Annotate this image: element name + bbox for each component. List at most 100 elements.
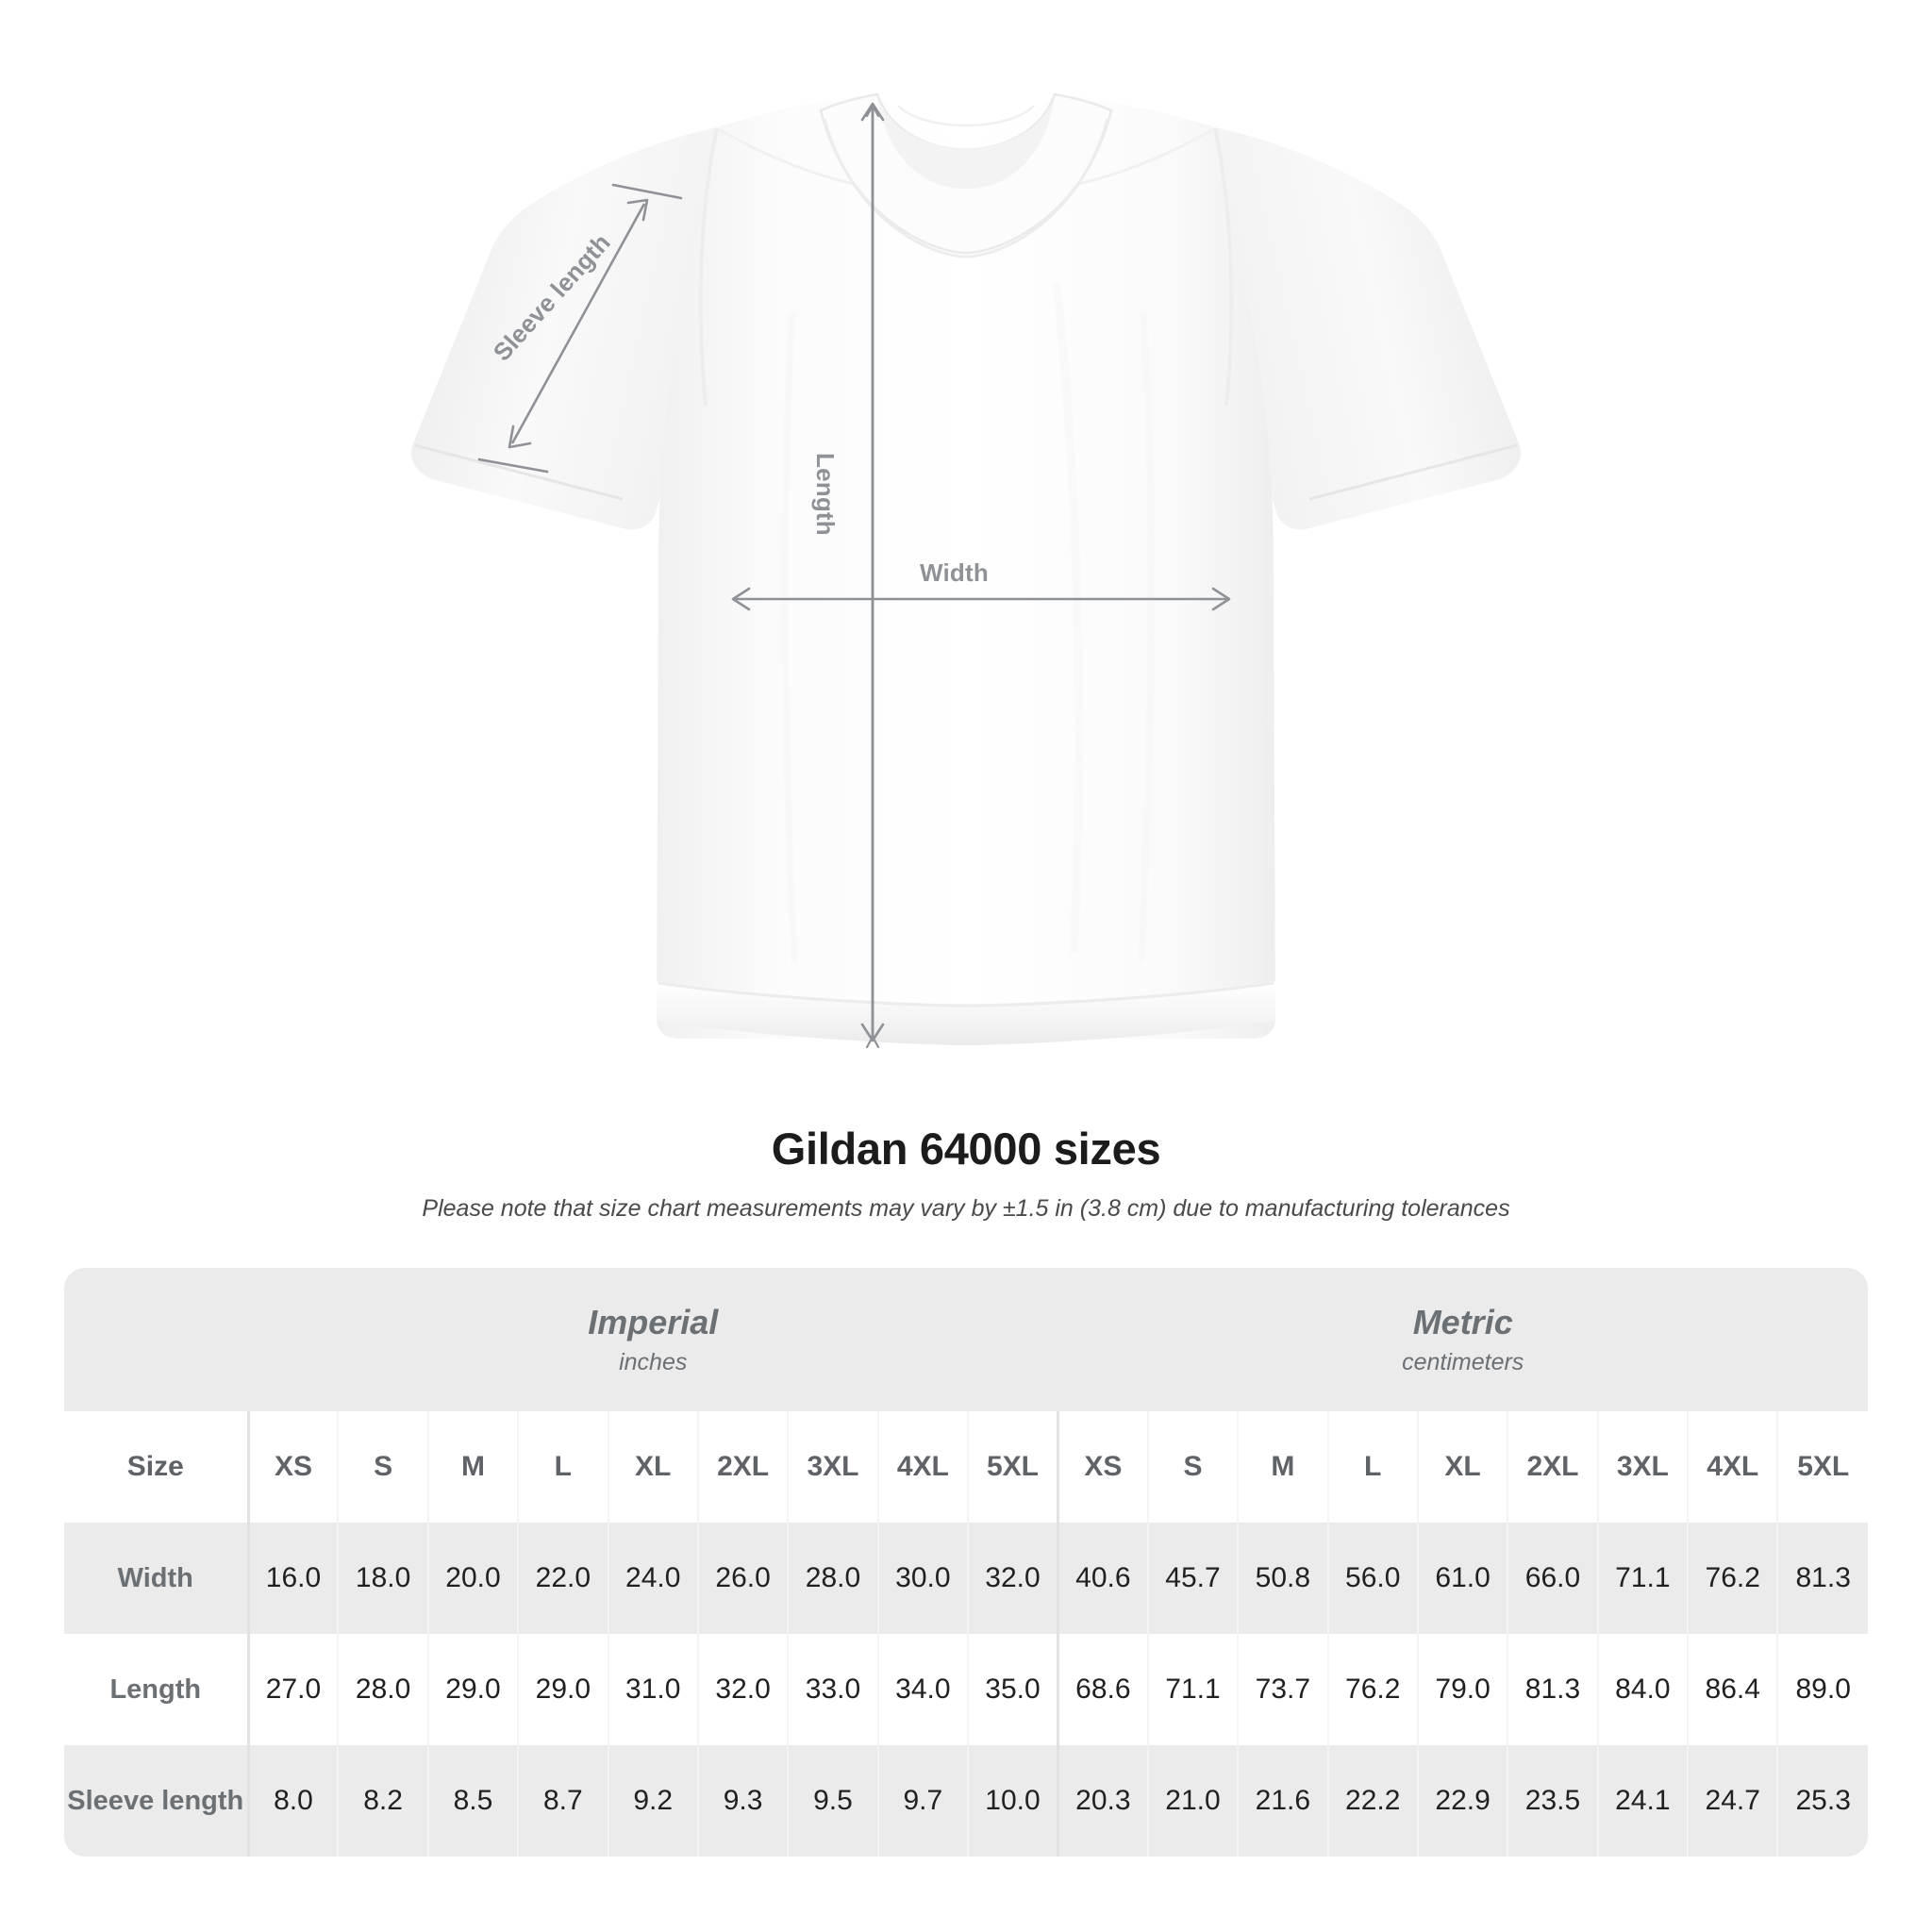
cell-length-imperial-S: 28.0: [337, 1634, 428, 1745]
size-header-imperial-5XL: 5XL: [967, 1411, 1058, 1523]
tshirt-shape: [411, 92, 1521, 1045]
size-header-metric-4XL: 4XL: [1687, 1411, 1778, 1523]
unit-band-spacer: [64, 1268, 249, 1411]
unit-band-metric: Metric centimeters: [1058, 1268, 1868, 1411]
cell-sleeve-length-metric-XS: 20.3: [1056, 1745, 1148, 1857]
cell-length-imperial-2XL: 32.0: [696, 1634, 789, 1745]
size-header-metric-M: M: [1237, 1411, 1328, 1523]
cell-sleeve-length-imperial-XL: 9.2: [607, 1745, 698, 1857]
cell-length-metric-M: 73.7: [1237, 1634, 1328, 1745]
cell-width-metric-XL: 61.0: [1416, 1523, 1508, 1634]
size-header-metric-S: S: [1146, 1411, 1239, 1523]
cell-length-imperial-XS: 27.0: [246, 1634, 339, 1745]
cell-width-imperial-5XL: 32.0: [967, 1523, 1058, 1634]
imperial-name: Imperial: [588, 1302, 719, 1341]
cell-length-metric-2XL: 81.3: [1507, 1634, 1598, 1745]
cell-width-imperial-XL: 24.0: [607, 1523, 698, 1634]
size-header-imperial-4XL: 4XL: [876, 1411, 969, 1523]
cell-length-metric-S: 71.1: [1146, 1634, 1239, 1745]
cell-sleeve-length-metric-3XL: 24.1: [1596, 1745, 1689, 1857]
cell-sleeve-length-imperial-2XL: 9.3: [696, 1745, 789, 1857]
size-header-metric-L: L: [1326, 1411, 1418, 1523]
cell-sleeve-length-imperial-5XL: 10.0: [967, 1745, 1058, 1857]
tshirt-diagram: Sleeve length Length Width: [411, 92, 1521, 1123]
cell-sleeve-length-metric-XL: 22.9: [1416, 1745, 1508, 1857]
unit-band-imperial: Imperial inches: [248, 1268, 1058, 1411]
length-label: Length: [811, 453, 840, 536]
cell-sleeve-length-imperial-4XL: 9.7: [876, 1745, 969, 1857]
cell-length-metric-5XL: 89.0: [1776, 1634, 1868, 1745]
cell-length-metric-4XL: 86.4: [1687, 1634, 1778, 1745]
cell-length-metric-XL: 79.0: [1416, 1634, 1508, 1745]
cell-length-imperial-4XL: 34.0: [876, 1634, 969, 1745]
cell-width-metric-M: 50.8: [1237, 1523, 1328, 1634]
width-label: Width: [920, 558, 989, 587]
tshirt-illustration: [411, 92, 1521, 1123]
size-chart-table: Imperial inches Metric centimeters Size X…: [64, 1268, 1868, 1857]
size-header-imperial-2XL: 2XL: [696, 1411, 789, 1523]
size-header-metric-5XL: 5XL: [1776, 1411, 1868, 1523]
cell-sleeve-length-metric-2XL: 23.5: [1507, 1745, 1598, 1857]
size-chart-table-wrapper: Imperial inches Metric centimeters Size X…: [64, 1268, 1868, 1857]
size-header-imperial-XL: XL: [607, 1411, 698, 1523]
cell-sleeve-length-imperial-XS: 8.0: [246, 1745, 339, 1857]
cell-length-metric-L: 76.2: [1326, 1634, 1418, 1745]
cell-width-imperial-XS: 16.0: [246, 1523, 339, 1634]
cell-width-metric-3XL: 71.1: [1596, 1523, 1689, 1634]
title-block: Gildan 64000 sizes Please note that size…: [0, 1123, 1932, 1223]
cell-length-metric-3XL: 84.0: [1596, 1634, 1689, 1745]
cell-width-metric-2XL: 66.0: [1507, 1523, 1598, 1634]
size-header-imperial-L: L: [517, 1411, 608, 1523]
cell-length-imperial-XL: 31.0: [607, 1634, 698, 1745]
cell-sleeve-length-metric-M: 21.6: [1237, 1745, 1328, 1857]
cell-width-imperial-L: 22.0: [517, 1523, 608, 1634]
measurement-lines: [477, 102, 1231, 1041]
size-header-row: Size XS S M L XL 2XL 3XL 4XL 5XL XS S M L XL 2XL 3XL 4XL 5…: [64, 1411, 1868, 1523]
sleeve-length-arrow: [510, 203, 646, 444]
size-header-imperial-3XL: 3XL: [787, 1411, 878, 1523]
metric-name: Metric: [1412, 1302, 1513, 1341]
size-header-imperial-XS: XS: [246, 1411, 339, 1523]
cell-length-imperial-5XL: 35.0: [967, 1634, 1058, 1745]
cell-sleeve-length-metric-4XL: 24.7: [1687, 1745, 1778, 1857]
size-header-metric-2XL: 2XL: [1507, 1411, 1598, 1523]
cell-length-imperial-M: 29.0: [426, 1634, 519, 1745]
table-row: Sleeve length 8.0 8.2 8.5 8.7 9.2 9.3 9.5 9.7 10.…: [64, 1745, 1868, 1857]
cell-width-metric-4XL: 76.2: [1687, 1523, 1778, 1634]
cell-sleeve-length-imperial-M: 8.5: [426, 1745, 519, 1857]
cell-length-metric-XS: 68.6: [1056, 1634, 1148, 1745]
row-label-length: Length: [64, 1634, 249, 1745]
cell-sleeve-length-imperial-S: 8.2: [337, 1745, 428, 1857]
cell-sleeve-length-metric-L: 22.2: [1326, 1745, 1418, 1857]
cell-width-imperial-2XL: 26.0: [696, 1523, 789, 1634]
imperial-sub: inches: [619, 1349, 688, 1376]
size-header-imperial-M: M: [426, 1411, 519, 1523]
cell-width-imperial-S: 18.0: [337, 1523, 428, 1634]
cell-length-imperial-3XL: 33.0: [787, 1634, 878, 1745]
size-corner-label: Size: [64, 1411, 249, 1523]
cell-width-metric-L: 56.0: [1326, 1523, 1418, 1634]
cell-width-metric-S: 45.7: [1146, 1523, 1239, 1634]
cell-width-imperial-3XL: 28.0: [787, 1523, 878, 1634]
cell-sleeve-length-metric-S: 21.0: [1146, 1745, 1239, 1857]
cell-length-imperial-L: 29.0: [517, 1634, 608, 1745]
cell-width-metric-XS: 40.6: [1056, 1523, 1148, 1634]
size-header-metric-XS: XS: [1056, 1411, 1148, 1523]
table-row: Length 27.0 28.0 29.0 29.0 31.0 32.0 33.0 34.0 35…: [64, 1634, 1868, 1745]
metric-sub: centimeters: [1402, 1349, 1524, 1376]
page-title: Gildan 64000 sizes: [771, 1124, 1161, 1174]
size-header-metric-XL: XL: [1416, 1411, 1508, 1523]
unit-band-row: Imperial inches Metric centimeters: [64, 1268, 1868, 1411]
cell-sleeve-length-metric-5XL: 25.3: [1776, 1745, 1868, 1857]
size-header-metric-3XL: 3XL: [1596, 1411, 1689, 1523]
tolerance-note: Please note that size chart measurements…: [422, 1195, 1510, 1222]
cell-sleeve-length-imperial-L: 8.7: [517, 1745, 608, 1857]
row-label-width: Width: [64, 1523, 249, 1634]
cell-width-metric-5XL: 81.3: [1776, 1523, 1868, 1634]
size-header-imperial-S: S: [337, 1411, 428, 1523]
cell-width-imperial-4XL: 30.0: [876, 1523, 969, 1634]
table-row: Width 16.0 18.0 20.0 22.0 24.0 26.0 28.0 30.0 32.…: [64, 1523, 1868, 1634]
cell-sleeve-length-imperial-3XL: 9.5: [787, 1745, 878, 1857]
cell-width-imperial-M: 20.0: [426, 1523, 519, 1634]
row-label-sleeve-length: Sleeve length: [64, 1745, 249, 1857]
